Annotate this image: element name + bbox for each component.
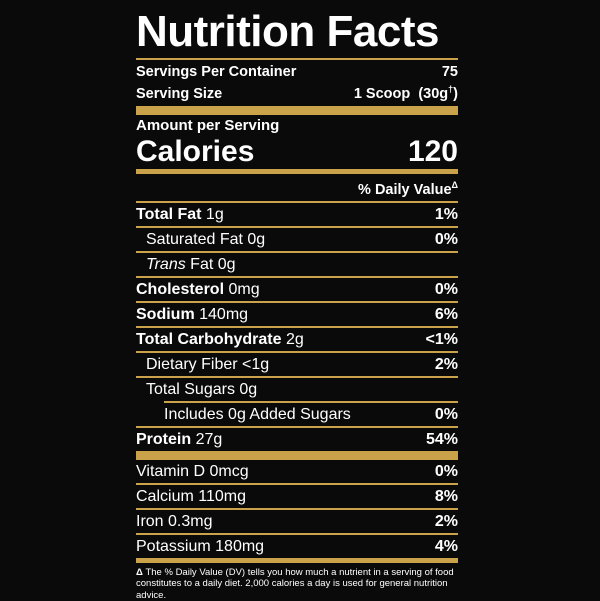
- daily-value-percent: 2%: [434, 355, 458, 373]
- daily-value-percent: 4%: [434, 537, 458, 555]
- divider: [136, 275, 458, 278]
- divider: [136, 375, 458, 378]
- servings-per-container-row: Servings Per Container 75: [136, 64, 458, 81]
- divider: [136, 532, 458, 535]
- serving-size-close: ): [453, 85, 458, 102]
- calories-value: 120: [407, 134, 458, 168]
- divider: [136, 250, 458, 253]
- nutrition-facts-label: Nutrition Facts Servings Per Container 7…: [136, 6, 458, 601]
- divider: [136, 425, 458, 428]
- divider: [136, 507, 458, 510]
- daily-value-header-text: % Daily ValueΔ: [358, 179, 458, 198]
- divider-medium: [136, 557, 458, 563]
- divider: [136, 200, 458, 203]
- daily-value-percent: 0%: [434, 280, 458, 298]
- daily-value-mark: Δ: [451, 179, 458, 190]
- divider: [136, 300, 458, 303]
- vitamin-row-calcium: Calcium 110mg 8%: [136, 485, 458, 508]
- vitamin-row-potassium: Potassium 180mg 4%: [136, 535, 458, 558]
- divider: [164, 400, 458, 403]
- divider: [136, 58, 458, 60]
- nutrient-row-total-fat: Total Fat 1g 1%: [136, 203, 458, 226]
- nutrient-row-dietary-fiber: Dietary Fiber <1g 2%: [136, 353, 458, 376]
- daily-value-percent: 1%: [434, 205, 458, 223]
- label-title: Nutrition Facts: [136, 7, 439, 56]
- divider: [136, 325, 458, 328]
- divider-medium: [136, 168, 458, 174]
- calories-label: Calories: [136, 134, 255, 168]
- footnote-text: The % Daily Value (DV) tells you how muc…: [136, 566, 454, 601]
- nutrient-row-sodium: Sodium 140mg 6%: [136, 303, 458, 326]
- divider: [136, 350, 458, 353]
- daily-value-percent: 0%: [434, 230, 458, 248]
- daily-value-percent: 0%: [434, 462, 458, 480]
- divider-thick: [136, 450, 458, 460]
- vitamin-row-vitamin-d: Vitamin D 0mcg 0%: [136, 460, 458, 483]
- nutrient-row-total-sugars: Total Sugars 0g: [146, 380, 258, 398]
- nutrient-row-total-carbohydrate: Total Carbohydrate 2g <1%: [136, 328, 458, 351]
- daily-value-percent: 0%: [434, 405, 458, 423]
- serving-size-mark: †: [448, 84, 454, 94]
- nutrient-row-added-sugars: Includes 0g Added Sugars 0%: [136, 403, 458, 426]
- divider: [136, 482, 458, 485]
- nutrient-row-saturated-fat: Saturated Fat 0g 0%: [136, 228, 458, 251]
- serving-size-label: Serving Size: [136, 85, 223, 102]
- daily-value-header: % Daily ValueΔ: [136, 174, 458, 201]
- amount-per-serving: Amount per Serving: [136, 116, 280, 134]
- nutrient-row-protein: Protein 27g 54%: [136, 428, 458, 451]
- daily-value-percent: 54%: [425, 430, 458, 448]
- daily-value-percent: 6%: [434, 305, 458, 323]
- serving-size-row: Serving Size 1 Scoop (30g†): [136, 81, 458, 103]
- nutrient-row-trans-fat: Trans Fat 0g: [146, 255, 236, 273]
- servings-per-container-value: 75: [441, 64, 458, 80]
- serving-size-grams: (30g: [418, 85, 449, 102]
- daily-value-percent: <1%: [425, 330, 458, 348]
- serving-size-value: 1 Scoop: [353, 85, 411, 102]
- serving-size-value-group: 1 Scoop (30g†): [354, 81, 458, 103]
- calories-row: Calories 120: [136, 135, 458, 169]
- nutrient-row-cholesterol: Cholesterol 0mg 0%: [136, 278, 458, 301]
- daily-value-percent: 2%: [434, 512, 458, 530]
- vitamin-row-iron: Iron 0.3mg 2%: [136, 510, 458, 533]
- footnote-mark: Δ: [136, 566, 143, 578]
- daily-value-footnote: Δ The % Daily Value (DV) tells you how m…: [136, 567, 458, 601]
- daily-value-percent: 8%: [434, 487, 458, 505]
- divider: [136, 225, 458, 228]
- divider-thick: [136, 105, 458, 115]
- servings-per-container-label: Servings Per Container: [136, 64, 297, 80]
